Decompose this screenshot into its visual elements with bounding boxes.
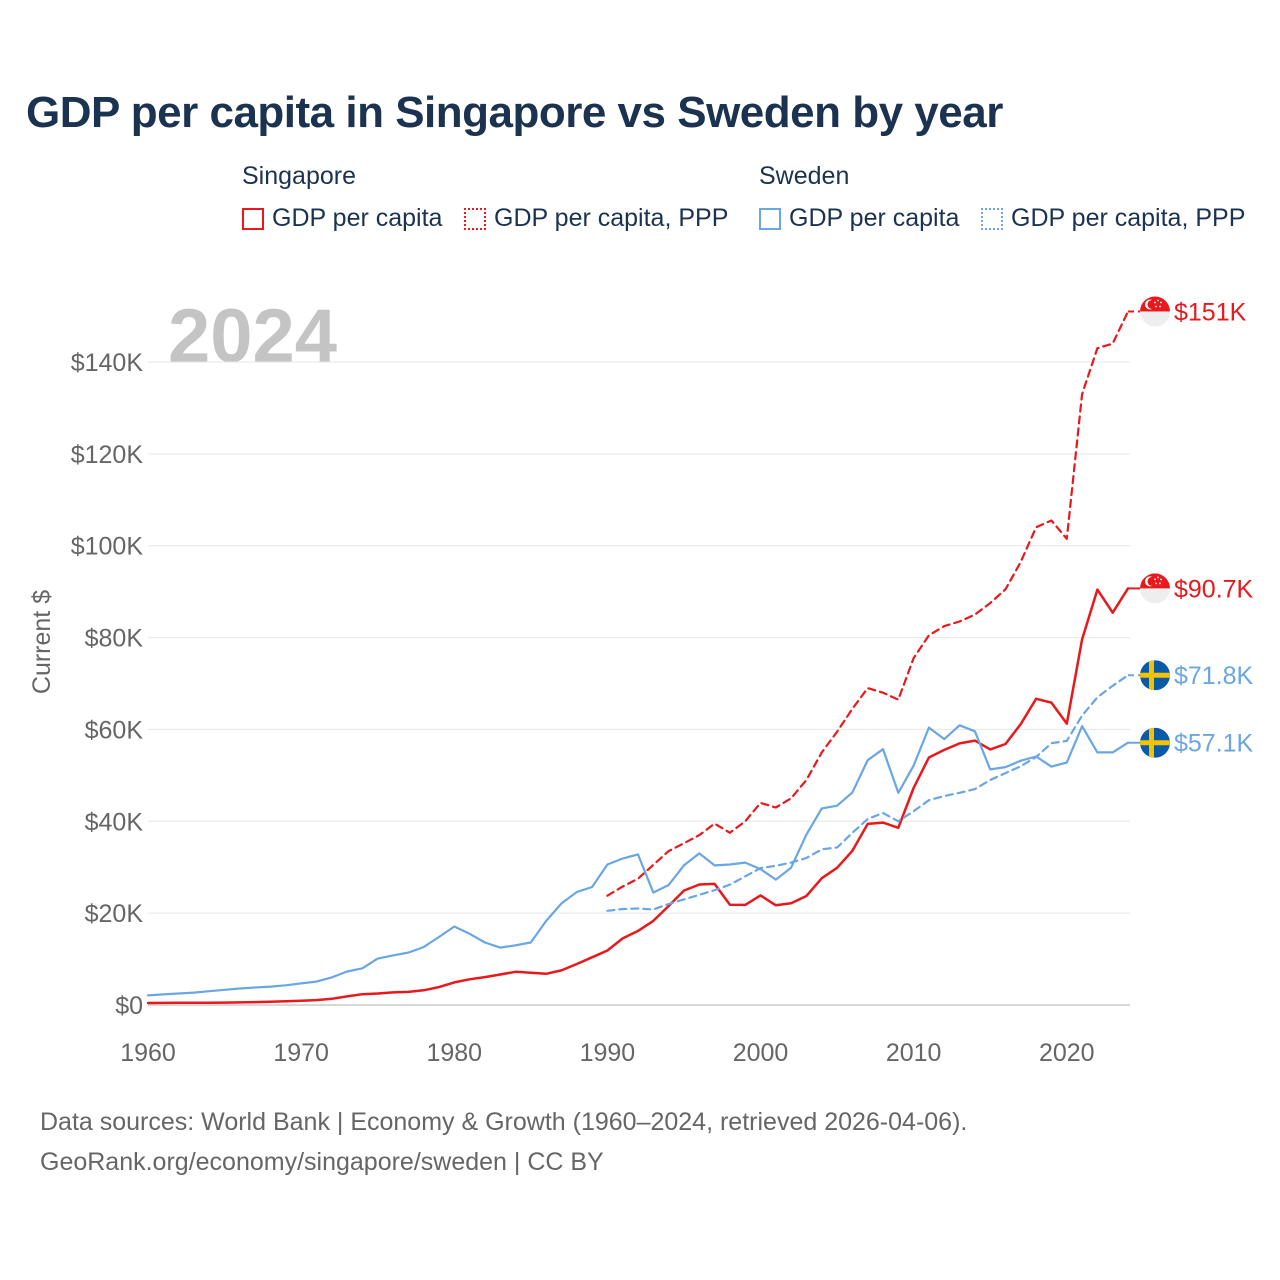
- grid: [148, 361, 1130, 1006]
- source-line-1: Data sources: World Bank | Economy & Gro…: [40, 1108, 968, 1136]
- legend-singapore-title: Singapore: [242, 162, 356, 190]
- x-tick-label: 1970: [273, 1039, 329, 1067]
- x-tick-label: 1960: [120, 1039, 176, 1067]
- singapore-flag-icon: [1140, 296, 1170, 327]
- series-line-sweden-solid[interactable]: [146, 724, 1130, 997]
- x-tick-label: 1980: [426, 1039, 482, 1067]
- legend-label: GDP per capita: [272, 204, 443, 232]
- y-tick-label: $0: [115, 992, 143, 1020]
- legend-sweden-title: Sweden: [759, 162, 850, 190]
- y-tick-label: $60K: [85, 716, 144, 744]
- legend-swatch-dotted-icon: [464, 207, 486, 230]
- end-markers: $90.7K $151K $57.1K $71.8K: [1128, 296, 1254, 758]
- series-line-sweden-dashed[interactable]: [606, 674, 1130, 912]
- chart-title: GDP per capita in Singapore vs Sweden by…: [26, 88, 1003, 137]
- legend-swatch-solid-icon: [242, 207, 264, 230]
- legend-singapore-gdp-ppp[interactable]: GDP per capita, PPP: [464, 204, 728, 233]
- end-value-label: $90.7K: [1174, 575, 1254, 603]
- end-value-label: $151K: [1174, 298, 1247, 326]
- sweden-flag-icon: [1140, 727, 1170, 758]
- source-line-2[interactable]: GeoRank.org/economy/singapore/sweden | C…: [40, 1148, 604, 1176]
- y-tick-label: $120K: [71, 441, 144, 469]
- x-tick-label: 2010: [886, 1039, 942, 1067]
- sweden-flag-icon: [1140, 660, 1170, 691]
- x-tick-label: 2020: [1039, 1039, 1095, 1067]
- end-value-label: $71.8K: [1174, 662, 1254, 690]
- y-axis-label: Current $: [28, 590, 56, 694]
- legend-sweden-gdp[interactable]: GDP per capita: [759, 204, 959, 233]
- legend-singapore-gdp[interactable]: GDP per capita: [242, 204, 442, 233]
- y-tick-label: $20K: [85, 900, 144, 928]
- x-tick-label: 1990: [580, 1039, 636, 1067]
- x-tick-label: 2000: [733, 1039, 789, 1067]
- y-tick-label: $40K: [85, 808, 144, 836]
- legend-sweden-gdp-ppp[interactable]: GDP per capita, PPP: [981, 204, 1245, 233]
- y-tick-label: $100K: [71, 533, 144, 561]
- series-line-singapore-dashed[interactable]: [606, 310, 1130, 897]
- legend-swatch-solid-icon: [759, 207, 781, 230]
- y-tick-label: $140K: [71, 349, 144, 377]
- end-value-label: $57.1K: [1174, 730, 1254, 758]
- legend-label: GDP per capita, PPP: [494, 204, 729, 232]
- year-watermark: 2024: [168, 294, 337, 379]
- legend-label: GDP per capita, PPP: [1011, 204, 1246, 232]
- series: [146, 310, 1130, 1005]
- line-chart: 2024 $0 $20K $40K $60K $80K $100K $120K $140K 19…: [28, 294, 1254, 1067]
- series-line-singapore-solid[interactable]: [146, 587, 1130, 1005]
- y-tick-label: $80K: [85, 625, 144, 653]
- legend-swatch-dotted-icon: [981, 207, 1003, 230]
- singapore-flag-icon: [1140, 573, 1170, 604]
- legend-label: GDP per capita: [789, 204, 960, 232]
- axes: $0 $20K $40K $60K $80K $100K $120K $140K 1960 197…: [71, 349, 1095, 1067]
